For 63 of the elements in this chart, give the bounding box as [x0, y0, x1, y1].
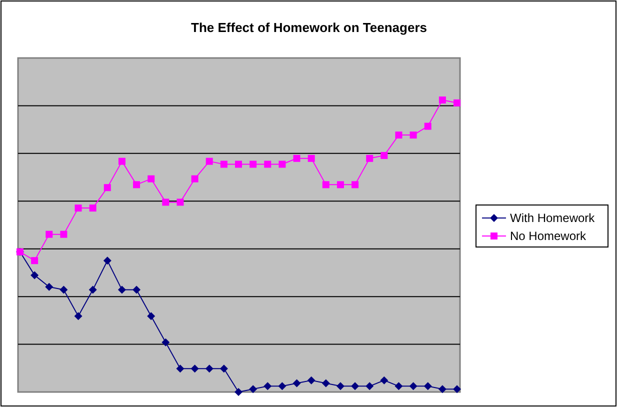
- point: [336, 181, 344, 188]
- point: [380, 376, 388, 384]
- point: [60, 286, 68, 294]
- point: [31, 257, 38, 264]
- point: [292, 379, 301, 388]
- point: [74, 204, 82, 212]
- point: [249, 385, 258, 394]
- point: [453, 385, 461, 394]
- point: [132, 286, 141, 294]
- point: [88, 286, 97, 294]
- legend-label: No Homework: [510, 229, 588, 243]
- point: [205, 364, 214, 373]
- point: [264, 160, 272, 168]
- point: [410, 132, 417, 139]
- point: [308, 154, 315, 162]
- point: [293, 154, 300, 162]
- chart-title: The Effect of Homework on Teenagers: [191, 20, 427, 35]
- point: [395, 132, 402, 139]
- point: [74, 312, 82, 320]
- point: [352, 181, 359, 188]
- point: [30, 271, 39, 280]
- point: [264, 382, 272, 390]
- point: [60, 230, 68, 238]
- point: [438, 385, 446, 394]
- point: [190, 364, 199, 373]
- legend-label: With Homework: [510, 211, 596, 225]
- point: [409, 382, 418, 390]
- point: [380, 152, 388, 159]
- point: [366, 154, 374, 162]
- point: [424, 122, 432, 130]
- point: [162, 198, 170, 206]
- point: [118, 286, 126, 294]
- point: [336, 382, 344, 390]
- point: [454, 99, 460, 106]
- point: [104, 184, 111, 192]
- point: [176, 364, 184, 373]
- point: [46, 230, 53, 238]
- point: [322, 379, 330, 388]
- point: [133, 181, 140, 188]
- point: [278, 160, 286, 168]
- point: [45, 282, 54, 291]
- point: [176, 198, 184, 206]
- point: [191, 175, 198, 182]
- point: [234, 388, 242, 396]
- point: [438, 96, 446, 104]
- point: [322, 181, 330, 188]
- point: [424, 382, 432, 390]
- point: [220, 160, 228, 168]
- point: [278, 382, 286, 390]
- point: [307, 376, 316, 384]
- point: [148, 175, 155, 182]
- point: [394, 382, 403, 390]
- point: [147, 312, 156, 320]
- point: [351, 382, 360, 390]
- point: [250, 160, 257, 168]
- point: [89, 204, 96, 212]
- point: [366, 382, 374, 390]
- point: [162, 338, 170, 346]
- point: [220, 364, 228, 373]
- point: [235, 160, 242, 168]
- point: [103, 256, 112, 265]
- point: [118, 158, 126, 165]
- point: [206, 158, 213, 165]
